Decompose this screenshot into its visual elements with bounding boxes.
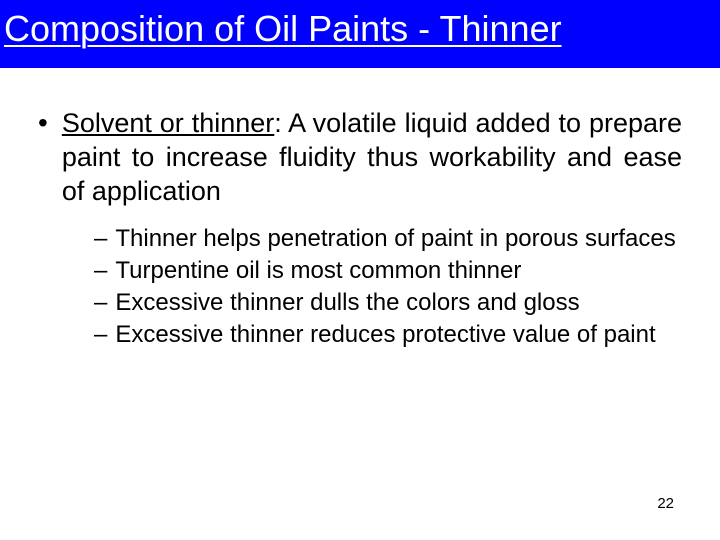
dash-icon: – [94, 256, 107, 286]
bullet-icon: • [38, 106, 48, 140]
sub-item-text: Excessive thinner dulls the colors and g… [115, 288, 680, 318]
sub-item: – Excessive thinner dulls the colors and… [94, 288, 680, 318]
dash-icon: – [94, 320, 107, 350]
main-term: Solvent or thinner [62, 108, 274, 138]
sub-item-text: Turpentine oil is most common thinner [115, 256, 680, 286]
slide-title: Composition of Oil Paints - Thinner [4, 8, 710, 50]
page-number: 22 [657, 495, 674, 512]
title-bar: Composition of Oil Paints - Thinner [0, 0, 720, 68]
dash-icon: – [94, 224, 107, 254]
sub-item: – Excessive thinner reduces protective v… [94, 320, 680, 350]
dash-icon: – [94, 288, 107, 318]
sub-item-text: Excessive thinner reduces protective val… [115, 320, 680, 350]
slide-content: • Solvent or thinner: A volatile liquid … [0, 68, 720, 350]
main-bullet: • Solvent or thinner: A volatile liquid … [38, 106, 682, 208]
sub-item: – Thinner helps penetration of paint in … [94, 224, 680, 254]
sub-list: – Thinner helps penetration of paint in … [38, 224, 682, 350]
sub-item-text: Thinner helps penetration of paint in po… [115, 224, 680, 254]
sub-item: – Turpentine oil is most common thinner [94, 256, 680, 286]
main-bullet-text: Solvent or thinner: A volatile liquid ad… [62, 106, 682, 208]
